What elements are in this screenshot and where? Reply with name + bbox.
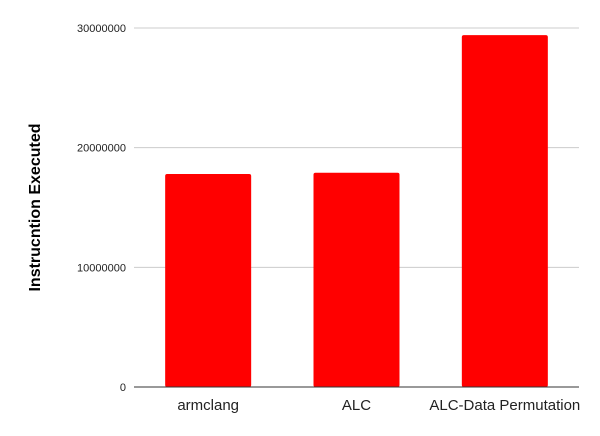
bars (165, 35, 548, 388)
x-category-label: ALC-Data Permutation (429, 397, 580, 414)
y-axis-title: Instrucntion Executed (27, 123, 44, 291)
y-tick-label: 10000000 (77, 262, 126, 274)
bar (165, 173, 252, 387)
y-tick-labels: 0 10000000 20000000 30000000 (77, 23, 126, 394)
x-category-label: armclang (177, 397, 239, 414)
x-category-labels: armclang ALC ALC-Data Permutation (177, 397, 580, 414)
bar (313, 172, 400, 387)
x-category-label: ALC (342, 397, 371, 414)
bar (461, 35, 548, 388)
y-tick-label: 0 (120, 382, 126, 394)
y-tick-label: 30000000 (77, 23, 126, 35)
y-tick-label: 20000000 (77, 143, 126, 155)
